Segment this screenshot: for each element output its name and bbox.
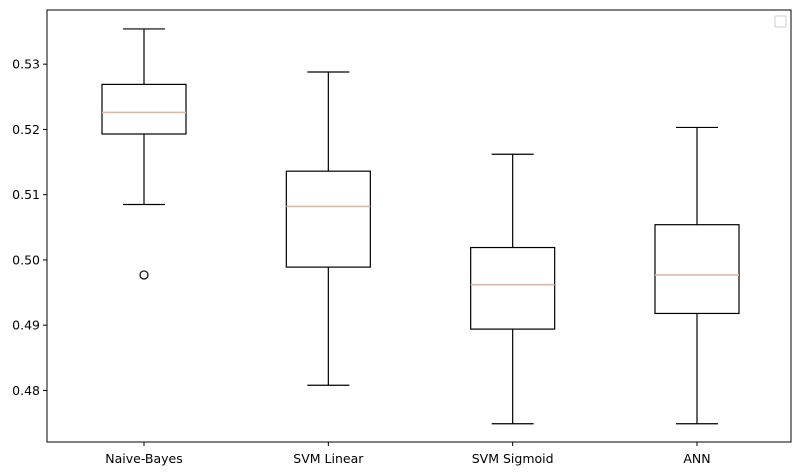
box-series: [101, 28, 740, 425]
y-tick-label: 0.50: [12, 252, 40, 267]
box-iqr: [101, 83, 187, 135]
x-tick-label: SVM Sigmoid: [472, 451, 554, 466]
legend-box: [774, 15, 787, 28]
x-tick-label: SVM Linear: [293, 451, 364, 466]
x-tick-label: Naive-Bayes: [105, 451, 182, 466]
x-tick-label: ANN: [683, 451, 710, 466]
y-tick-label: 0.53: [12, 57, 40, 72]
y-tick-label: 0.48: [12, 383, 40, 398]
y-tick-label: 0.52: [12, 122, 40, 137]
box-iqr: [470, 246, 556, 330]
x-axis: Naive-Bayes SVM Linear SVM Sigmoid ANN: [105, 442, 711, 466]
box-iqr: [654, 224, 740, 315]
y-axis: 0.48 0.49 0.50 0.51 0.52 0.53: [12, 57, 47, 398]
y-tick-label: 0.51: [12, 187, 40, 202]
y-tick-label: 0.49: [12, 318, 40, 333]
box-iqr: [285, 170, 371, 268]
outlier-point: [139, 270, 149, 280]
plot-area-frame: [46, 9, 792, 443]
